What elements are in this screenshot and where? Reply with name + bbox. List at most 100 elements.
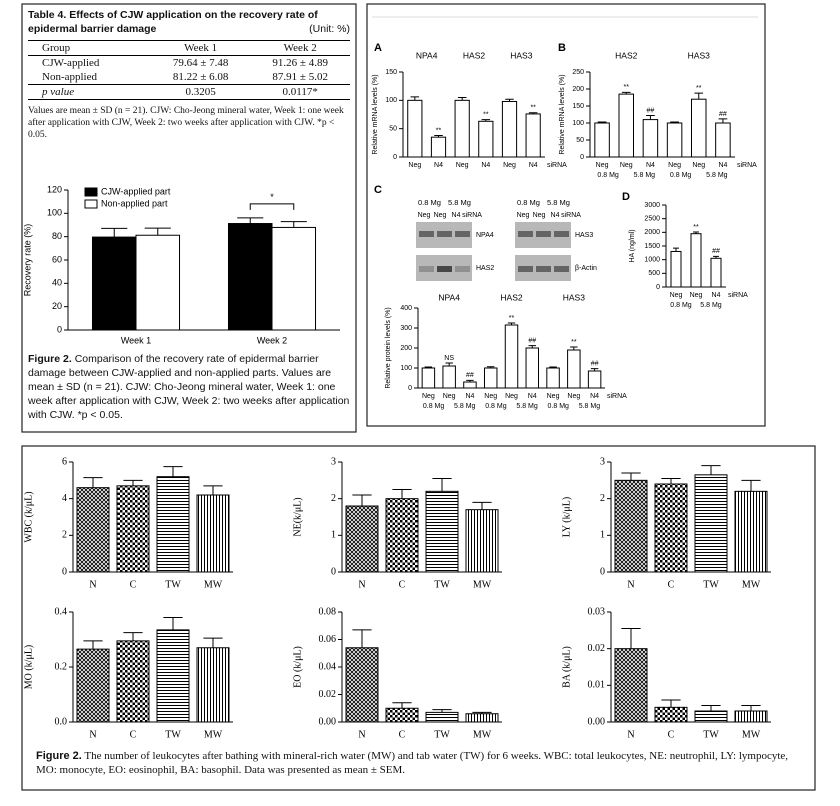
x-tick-label: Neg: [505, 393, 518, 400]
error-bar: [432, 478, 452, 492]
bar: [196, 494, 230, 573]
group-label: HAS3: [563, 292, 585, 302]
bar: [690, 233, 702, 288]
y-tick-label: 0.06: [319, 634, 337, 645]
x-tick-label: TW: [165, 579, 181, 590]
error-bar: [280, 221, 307, 228]
table: Group Week 1 Week 2 CJW-applied 79.64 ± 7.48…: [28, 40, 350, 100]
bar: [710, 257, 722, 288]
y-tick-label: 0.04: [319, 661, 337, 672]
error-bar: [101, 227, 128, 238]
table-cell: 91.26 ± 4.89: [272, 57, 328, 69]
y-tick-label: 1: [331, 530, 336, 541]
bar: [421, 367, 436, 389]
error-bar: [392, 702, 412, 709]
x-tick-label: Neg: [670, 292, 683, 299]
x-tick-label: Neg: [596, 162, 609, 169]
bar: [227, 223, 273, 331]
bar: [454, 99, 470, 158]
condition-label: 0.8 Mg: [597, 172, 619, 179]
x-tick-label: N4: [646, 162, 655, 169]
x-tick-label: C: [130, 729, 137, 740]
legend-label: Non-applied part: [101, 198, 168, 208]
x-tick-label: Neg: [443, 393, 456, 400]
y-tick-label: 2: [331, 493, 336, 504]
bar: [345, 505, 379, 573]
blot-protein: HAS3: [575, 232, 593, 239]
error-bar: [741, 479, 761, 492]
bar: [156, 629, 190, 723]
x-tick-label: Neg: [422, 393, 435, 400]
error-bar: [352, 494, 372, 506]
y-tick-label: 20: [52, 301, 62, 311]
x-tick-label: N4: [712, 292, 721, 299]
category-suffix: siRNA: [607, 393, 627, 400]
bar: [734, 710, 768, 723]
blot-condition: 0.8 Mg: [517, 198, 540, 207]
x-tick-label: Week 1: [121, 335, 151, 345]
x-tick-label: Neg: [408, 162, 421, 169]
y-tick-label: 500: [648, 270, 660, 277]
error-bar: [661, 699, 681, 708]
bar: [478, 120, 494, 158]
error-bar: [203, 485, 223, 495]
bar: [425, 490, 459, 573]
x-tick-label: MW: [742, 579, 761, 590]
x-tick-label: Neg: [456, 162, 469, 169]
condition-label: 5.8 Mg: [706, 172, 728, 179]
bar: [546, 367, 560, 389]
table-header-cell: Week 1: [184, 42, 218, 54]
annotation: ##: [466, 372, 474, 379]
table-row: Non-applied 81.22 ± 6.08 87.91 ± 5.02: [28, 70, 350, 85]
y-axis-label: WBC (k/μL): [23, 491, 34, 542]
x-tick-label: C: [399, 579, 406, 590]
y-tick-label: 100: [400, 365, 412, 372]
y-tick-label: 0.08: [319, 606, 337, 617]
figure-caption: Figure 2. The number of leukocytes after…: [36, 749, 806, 777]
annotation: **: [571, 339, 577, 346]
caption-text: Comparison of the recovery rate of epide…: [28, 353, 350, 421]
blot-lane: siRNA: [561, 212, 581, 219]
y-tick-label: 50: [389, 126, 397, 133]
blot-band: [419, 231, 434, 237]
blot-band: [455, 266, 470, 272]
condition-label: 5.8 Mg: [634, 172, 656, 179]
y-axis-label: Relative mRNA levels (%): [559, 74, 566, 154]
table-cell: CJW-applied: [42, 57, 100, 69]
x-tick-label: Neg: [668, 162, 681, 169]
bar: [642, 119, 659, 158]
y-axis-label: Relative mRNA levels (%): [372, 74, 379, 154]
annotation: **: [530, 105, 536, 112]
y-tick-label: 100: [47, 208, 62, 218]
y-axis-label: EO (k/μL): [292, 646, 303, 688]
condition-label: 0.8 Mg: [670, 172, 692, 179]
y-tick-label: 0: [580, 154, 584, 161]
blot-band: [518, 266, 533, 272]
bar: [501, 100, 518, 158]
blot-lane: siRNA: [462, 212, 482, 219]
caption-label: Figure 2.: [28, 353, 72, 365]
y-tick-label: 0: [600, 566, 605, 577]
condition-label: 0.8 Mg: [548, 403, 570, 410]
x-tick-label: MW: [204, 729, 223, 740]
error-bar: [352, 629, 372, 648]
blot-lane: Neg: [418, 212, 431, 219]
y-tick-label: 0: [656, 284, 660, 291]
blot-lane: Neg: [434, 212, 447, 219]
x-tick-label: TW: [703, 579, 719, 590]
panel-border: [21, 445, 816, 791]
table-title: Table 4. Effects of CJW application on t…: [28, 8, 350, 36]
error-bar: [694, 92, 704, 100]
y-tick-label: 200: [400, 345, 412, 352]
x-tick-label: MW: [473, 579, 492, 590]
bar: [525, 113, 541, 158]
y-tick-label: 120: [47, 184, 62, 194]
caption-text: The number of leukocytes after bathing w…: [36, 750, 789, 776]
blot-lane: N4: [551, 212, 560, 219]
y-tick-label: 200: [572, 86, 584, 93]
category-suffix: siRNA: [737, 162, 757, 169]
condition-label: 0.8 Mg: [485, 403, 507, 410]
y-tick-label: 50: [576, 137, 584, 144]
y-tick-label: 2000: [644, 229, 660, 236]
